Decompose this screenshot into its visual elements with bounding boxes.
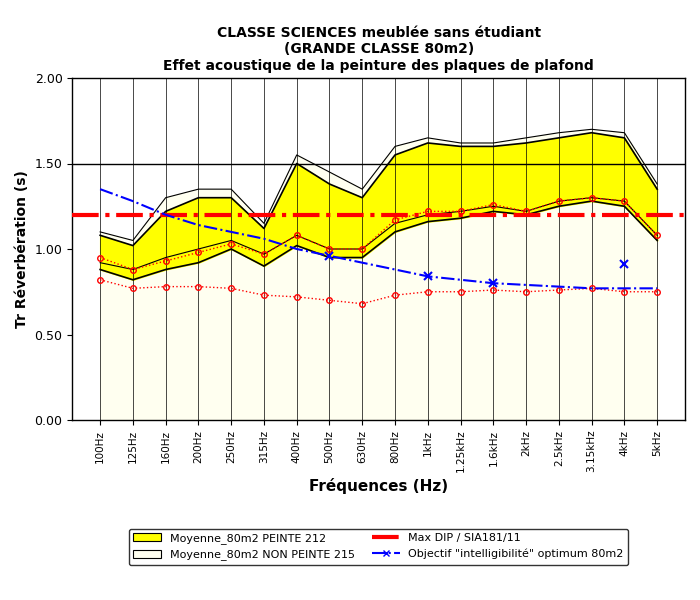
X-axis label: Fréquences (Hz): Fréquences (Hz): [309, 478, 448, 494]
Title: CLASSE SCIENCES meublée sans étudiant
(GRANDE CLASSE 80m2)
Effet acoustique de l: CLASSE SCIENCES meublée sans étudiant (G…: [163, 26, 594, 73]
Y-axis label: Tr Réverbération (s): Tr Réverbération (s): [15, 170, 29, 328]
Legend: Moyenne_80m2 PEINTE 212, Moyenne_80m2 NON PEINTE 215, Max DIP / SIA181/11, Objec: Moyenne_80m2 PEINTE 212, Moyenne_80m2 NO…: [129, 529, 629, 565]
